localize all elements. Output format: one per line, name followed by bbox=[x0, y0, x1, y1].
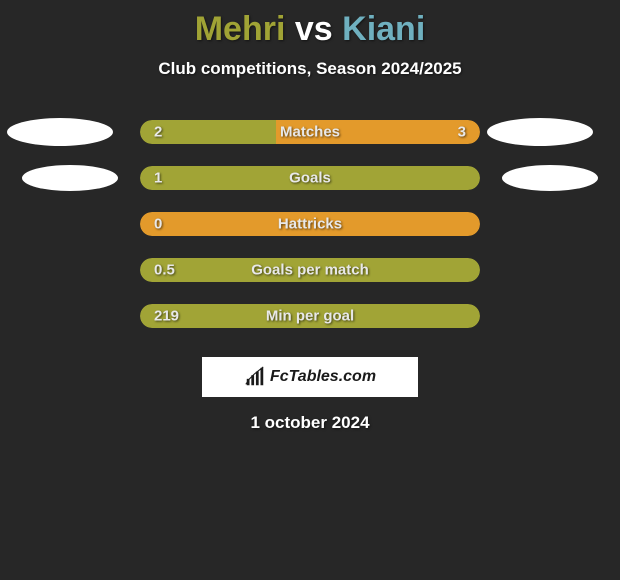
stat-label: Hattricks bbox=[278, 216, 342, 233]
stat-row: 2 Matches 3 bbox=[0, 109, 620, 155]
site-badge[interactable]: FcTables.com bbox=[202, 357, 418, 397]
player-marker-ellipse bbox=[7, 118, 113, 146]
player-marker-ellipse bbox=[502, 165, 598, 191]
player-marker-ellipse bbox=[22, 165, 118, 191]
stat-label: Goals bbox=[289, 170, 331, 187]
stat-left-value: 1 bbox=[154, 170, 162, 187]
stats-chart: 2 Matches 3 1 Goals 0 Hattricks 0.5 Goals per ma… bbox=[0, 109, 620, 339]
stat-label: Goals per match bbox=[251, 262, 369, 279]
stat-bar: 0.5 Goals per match bbox=[140, 258, 480, 282]
vs-separator: vs bbox=[295, 10, 333, 48]
snapshot-date: 1 october 2024 bbox=[0, 413, 620, 433]
barchart-icon bbox=[244, 366, 266, 388]
stat-left-value: 0.5 bbox=[154, 262, 175, 279]
stat-bar: 0 Hattricks bbox=[140, 212, 480, 236]
site-badge-text: FcTables.com bbox=[270, 368, 376, 386]
stat-left-value: 2 bbox=[154, 124, 162, 141]
stat-row: 0.5 Goals per match bbox=[0, 247, 620, 293]
stat-right-value: 3 bbox=[458, 124, 466, 141]
stat-label: Matches bbox=[280, 124, 340, 141]
stat-row: 1 Goals bbox=[0, 155, 620, 201]
stat-bar: 1 Goals bbox=[140, 166, 480, 190]
comparison-title: Mehri vs Kiani bbox=[0, 0, 620, 49]
player-marker-ellipse bbox=[487, 118, 593, 146]
player2-name: Kiani bbox=[342, 10, 425, 48]
stat-row: 219 Min per goal bbox=[0, 293, 620, 339]
stat-bar: 219 Min per goal bbox=[140, 304, 480, 328]
subtitle: Club competitions, Season 2024/2025 bbox=[0, 59, 620, 79]
stat-left-value: 219 bbox=[154, 308, 179, 325]
player1-name: Mehri bbox=[195, 10, 286, 48]
stat-row: 0 Hattricks bbox=[0, 201, 620, 247]
stat-bar: 2 Matches 3 bbox=[140, 120, 480, 144]
stat-label: Min per goal bbox=[266, 308, 354, 325]
stat-left-value: 0 bbox=[154, 216, 162, 233]
